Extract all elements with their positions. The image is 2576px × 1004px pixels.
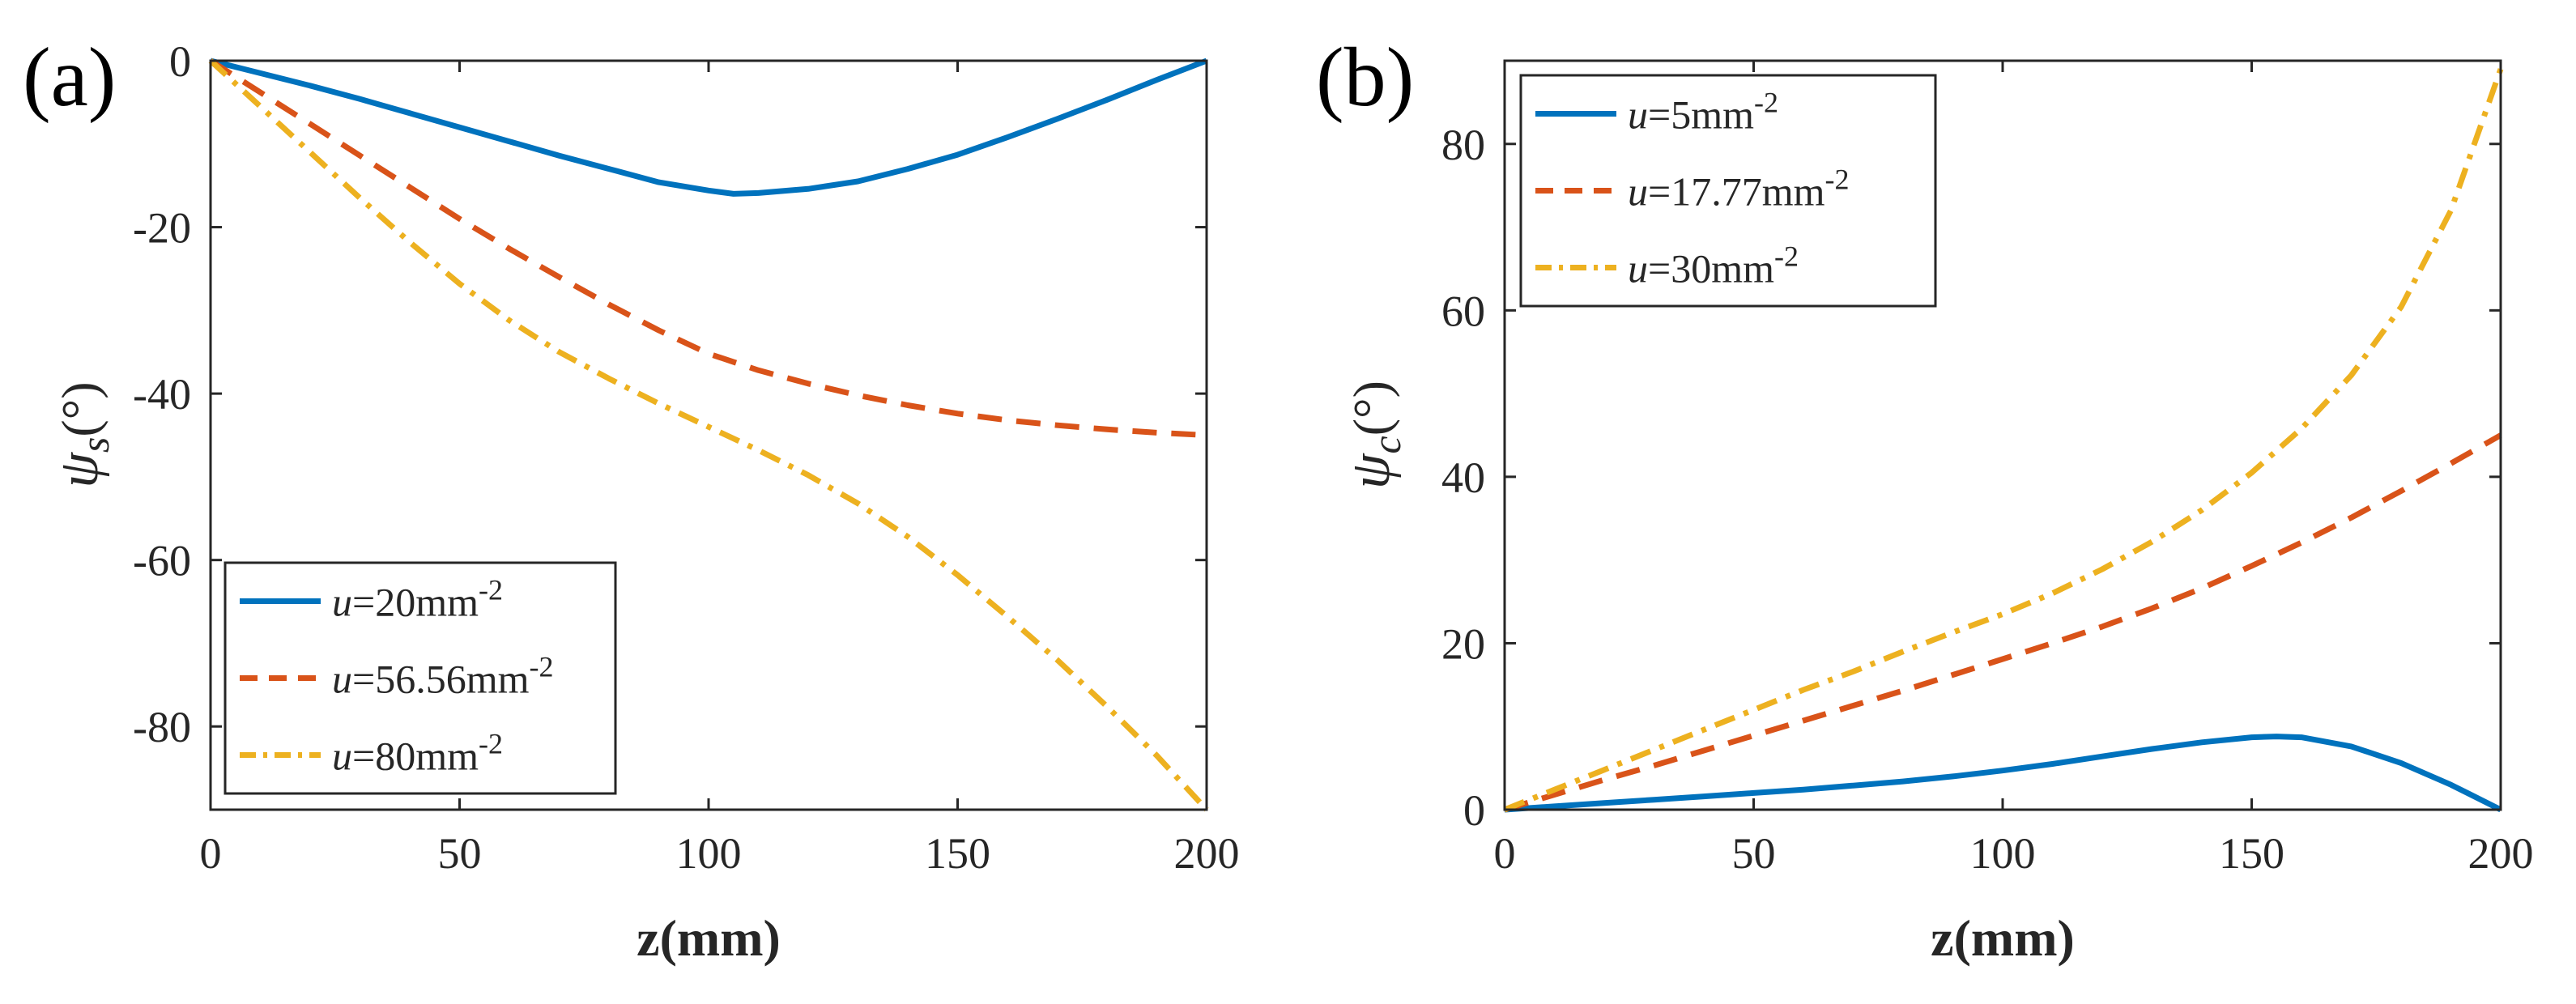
y-axis-label: ψc(°) <box>1339 381 1409 489</box>
x-tick-label: 50 <box>438 829 482 878</box>
legend-label: u=20mm-2 <box>332 574 503 625</box>
legend-label: u=5mm-2 <box>1628 87 1778 138</box>
x-tick-label: 200 <box>2468 829 2534 878</box>
y-axis-label: ψs(°) <box>48 381 117 487</box>
x-tick-label: 0 <box>200 829 222 878</box>
x-tick-label: 150 <box>2219 829 2284 878</box>
series-line-0 <box>210 57 1208 197</box>
x-tick-label: 150 <box>925 829 990 878</box>
series-line-0 <box>1504 734 2502 813</box>
y-tick-label: -80 <box>133 703 191 751</box>
legend-label: u=56.56mm-2 <box>332 651 553 702</box>
panel-label: (b) <box>1316 31 1414 124</box>
y-tick-label: 40 <box>1441 453 1485 502</box>
y-tick-label: -60 <box>133 537 191 585</box>
x-tick-label: 0 <box>1494 829 1516 878</box>
y-tick-label: 60 <box>1441 287 1485 335</box>
x-tick-label: 100 <box>676 829 742 878</box>
y-tick-label: 20 <box>1441 619 1485 668</box>
legend-label: u=17.77mm-2 <box>1628 164 1849 215</box>
series-line-1 <box>209 58 1207 438</box>
x-tick-label: 50 <box>1732 829 1776 878</box>
panel-b: (b) 0 50 100 150 200 0 20 40 60 80 z(mm) ψc(°) u=… <box>1316 31 2534 967</box>
y-tick-label: -20 <box>133 204 191 253</box>
y-tick-label: 0 <box>1463 786 1485 835</box>
legend-label: u=30mm-2 <box>1628 240 1799 291</box>
x-tick-label: 200 <box>1174 829 1240 878</box>
series-line-1 <box>1503 432 2502 813</box>
x-axis-label: z(mm) <box>637 909 781 967</box>
legend-label: u=80mm-2 <box>332 728 503 779</box>
x-axis-label: z(mm) <box>1931 909 2075 967</box>
panel-a: (a) 0 50 100 150 200 0 -20 -40 -60 -80 z(mm) ψs(°… <box>23 31 1240 967</box>
y-tick-label: -40 <box>133 370 191 419</box>
x-tick-label: 100 <box>1970 829 2036 878</box>
y-tick-label: 0 <box>169 37 191 86</box>
panel-label: (a) <box>23 31 116 124</box>
series-line-2 <box>208 58 1209 812</box>
y-tick-label: 80 <box>1441 121 1485 169</box>
